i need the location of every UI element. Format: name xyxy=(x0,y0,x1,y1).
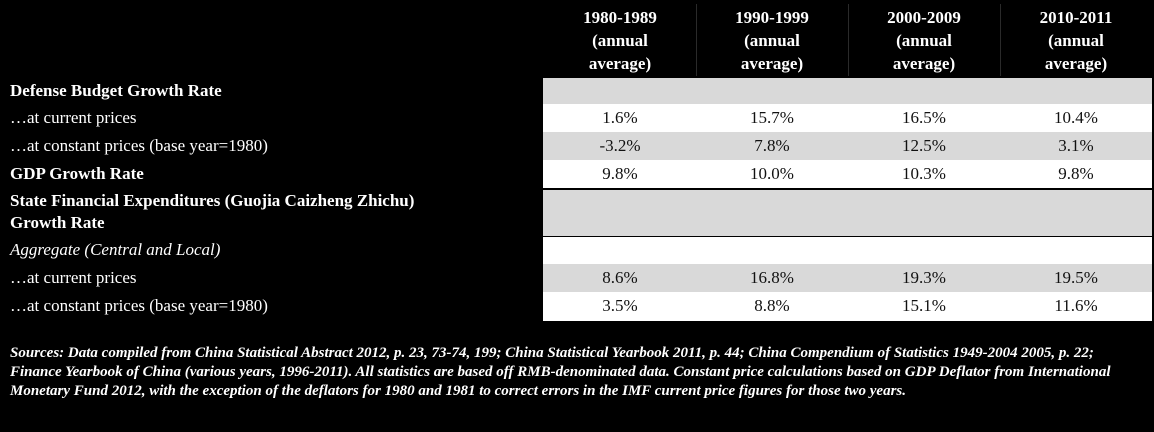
row-label-line2: Growth Rate xyxy=(10,213,105,232)
column-header-line3: average) xyxy=(892,54,956,73)
column-divider xyxy=(1000,4,1001,76)
row-label: GDP Growth Rate xyxy=(10,164,144,183)
cell-value: 11.6% xyxy=(1054,296,1098,315)
column-header-period: 2000-2009 xyxy=(887,8,961,27)
column-divider xyxy=(696,4,697,76)
column-divider xyxy=(848,4,849,76)
cell-value: 9.8% xyxy=(1058,164,1094,183)
cell-value: 8.6% xyxy=(602,268,638,287)
row-label: …at constant prices (base year=1980) xyxy=(10,136,268,155)
column-header-1980-1989: 1980-1989 (annual average) xyxy=(545,6,695,75)
cell-value: 3.5% xyxy=(602,296,638,315)
row-label: State Financial Expenditures (Guojia Cai… xyxy=(10,191,415,210)
table-row-aggregate: Aggregate (Central and Local) xyxy=(0,237,1154,264)
cell-value: 7.8% xyxy=(754,136,790,155)
sources-footnote: Sources: Data compiled from China Statis… xyxy=(10,345,1111,399)
cell-value: 10.3% xyxy=(902,164,946,183)
row-background xyxy=(543,237,1152,264)
table-row: …at current prices 1.6% 15.7% 16.5% 10.4… xyxy=(0,104,1154,132)
column-header-line2: (annual xyxy=(592,31,648,50)
table-row-expenditures-header: State Financial Expenditures (Guojia Cai… xyxy=(0,190,1154,236)
row-label: Aggregate (Central and Local) xyxy=(10,240,221,259)
column-header-line3: average) xyxy=(588,54,652,73)
cell-value: 9.8% xyxy=(602,164,638,183)
column-header-line2: (annual xyxy=(896,31,952,50)
cell-value: 15.7% xyxy=(750,108,794,127)
table-row: …at constant prices (base year=1980) -3.… xyxy=(0,132,1154,160)
row-label: …at current prices xyxy=(10,108,137,127)
row-background xyxy=(543,132,1152,160)
row-background xyxy=(543,160,1152,188)
row-background xyxy=(543,78,1152,104)
table-row-gdp: GDP Growth Rate 9.8% 10.0% 10.3% 9.8% xyxy=(0,160,1154,188)
cell-value: 16.5% xyxy=(902,108,946,127)
row-label: Defense Budget Growth Rate xyxy=(10,81,222,100)
cell-value: 12.5% xyxy=(902,136,946,155)
cell-value: -3.2% xyxy=(599,136,641,155)
table-row-defense-header: Defense Budget Growth Rate xyxy=(0,78,1154,104)
column-header-period: 1990-1999 xyxy=(735,8,809,27)
cell-value: 10.0% xyxy=(750,164,794,183)
row-label: …at current prices xyxy=(10,268,137,287)
column-header-1990-1999: 1990-1999 (annual average) xyxy=(697,6,847,75)
row-background xyxy=(543,190,1152,236)
cell-value: 1.6% xyxy=(602,108,638,127)
column-header-line2: (annual xyxy=(1048,31,1104,50)
row-background xyxy=(543,292,1152,321)
cell-value: 19.5% xyxy=(1054,268,1098,287)
column-header-period: 2010-2011 xyxy=(1039,8,1113,27)
cell-value: 16.8% xyxy=(750,268,794,287)
row-background xyxy=(543,264,1152,292)
row-label: …at constant prices (base year=1980) xyxy=(10,296,268,315)
cell-value: 15.1% xyxy=(902,296,946,315)
cell-value: 10.4% xyxy=(1054,108,1098,127)
cell-value: 8.8% xyxy=(754,296,790,315)
column-header-period: 1980-1989 xyxy=(583,8,657,27)
column-header-2010-2011: 2010-2011 (annual average) xyxy=(1001,6,1151,75)
row-background xyxy=(543,104,1152,132)
table-row: …at current prices 8.6% 16.8% 19.3% 19.5… xyxy=(0,264,1154,292)
column-header-line3: average) xyxy=(740,54,804,73)
column-header-line3: average) xyxy=(1044,54,1108,73)
table-row: …at constant prices (base year=1980) 3.5… xyxy=(0,292,1154,321)
cell-value: 3.1% xyxy=(1058,136,1094,155)
cell-value: 19.3% xyxy=(902,268,946,287)
column-header-line2: (annual xyxy=(744,31,800,50)
column-header-2000-2009: 2000-2009 (annual average) xyxy=(849,6,999,75)
